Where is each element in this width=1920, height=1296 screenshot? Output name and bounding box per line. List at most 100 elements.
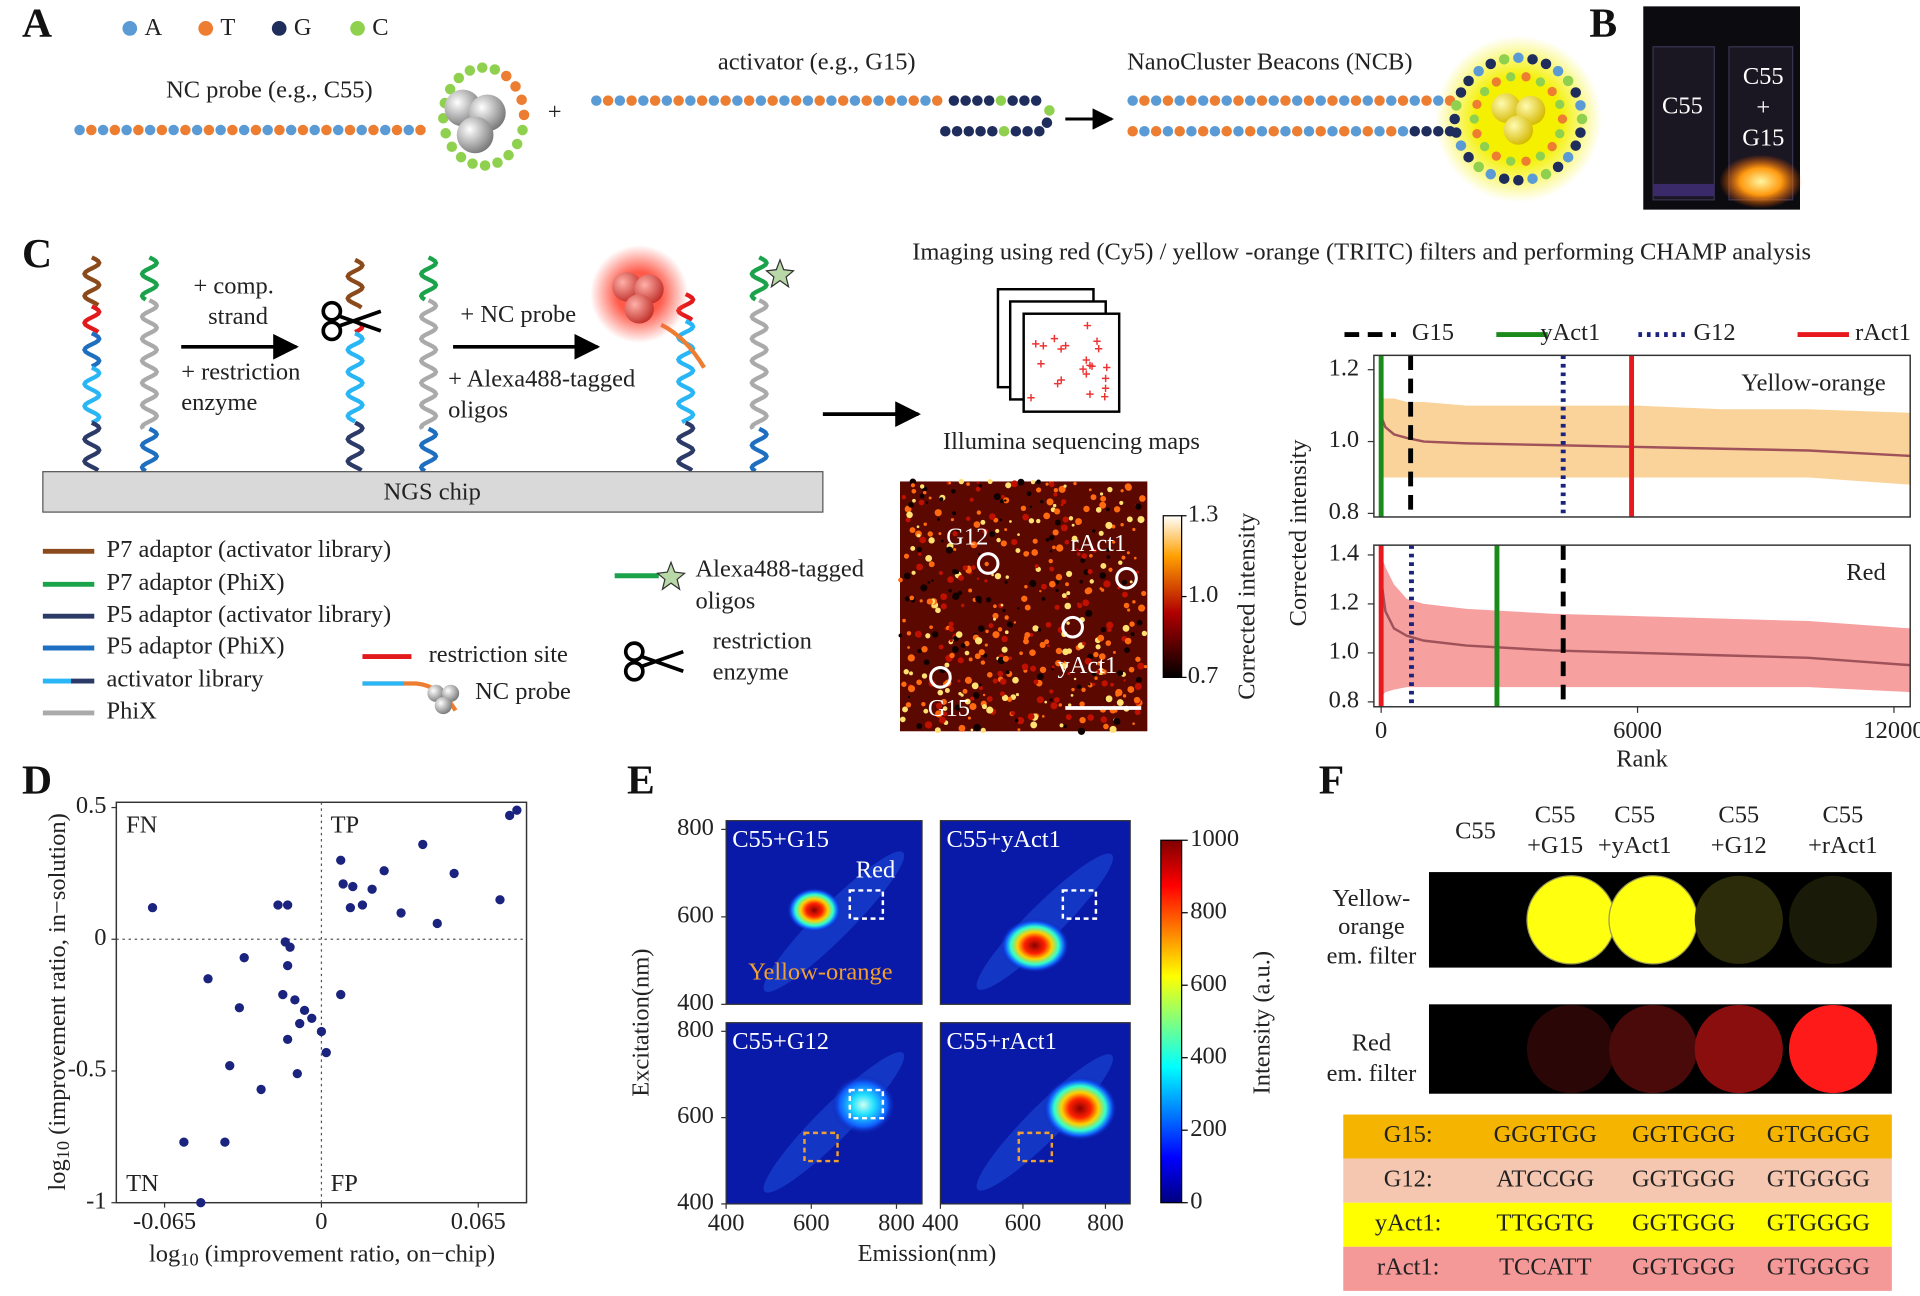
speckle	[969, 702, 977, 711]
speckle	[947, 576, 954, 583]
speckle	[1023, 551, 1029, 557]
filter-window	[848, 1088, 885, 1120]
nucleotide	[97, 124, 109, 136]
cluster-cross	[1103, 363, 1111, 372]
nucleotide	[274, 124, 285, 136]
point	[282, 960, 293, 971]
speckle	[1010, 710, 1016, 716]
speckle	[907, 654, 915, 662]
speckle	[1106, 621, 1114, 629]
speckle	[1107, 486, 1113, 493]
label: C55	[1662, 93, 1703, 120]
speckle	[1059, 723, 1064, 728]
speckle	[1135, 676, 1142, 683]
legend-label: PhiX	[107, 698, 158, 725]
strand	[139, 255, 160, 302]
speckle	[960, 643, 966, 648]
nucleotide	[1535, 77, 1546, 87]
nucleotide	[250, 124, 262, 136]
point	[348, 881, 358, 892]
speckle	[992, 678, 998, 684]
label-part: log	[43, 1159, 70, 1190]
speckle	[1045, 621, 1052, 628]
speckle	[1091, 671, 1097, 676]
speckle	[1123, 679, 1126, 682]
point	[220, 1137, 230, 1147]
intensity-band	[1381, 398, 1911, 485]
base-legend: A	[144, 14, 162, 41]
column-header: +G12	[1711, 832, 1767, 859]
speckle	[1054, 697, 1060, 703]
speckle	[923, 659, 930, 666]
speckle	[1092, 548, 1097, 553]
nucleotide	[1527, 173, 1538, 184]
speckle	[952, 511, 957, 516]
point	[282, 1034, 293, 1045]
speckle	[954, 704, 961, 711]
speckle	[952, 531, 958, 537]
speckle	[966, 516, 971, 521]
nucleotide	[1291, 95, 1303, 106]
speckle	[937, 689, 944, 696]
chip	[42, 471, 824, 513]
speckle	[1051, 665, 1055, 669]
speckle	[1058, 703, 1062, 707]
speckle	[948, 621, 954, 627]
cluster-cross	[1088, 362, 1096, 370]
speckle	[1121, 579, 1128, 586]
speckle	[949, 652, 955, 659]
point	[179, 1137, 189, 1147]
speckle	[1041, 714, 1045, 718]
speckle	[1004, 528, 1008, 532]
row-label: Yellow-	[1333, 885, 1411, 912]
point	[418, 839, 428, 850]
strand	[82, 331, 102, 369]
y-tick-label: 600	[677, 901, 714, 928]
column-header: C55	[1718, 802, 1759, 829]
point	[336, 989, 346, 1000]
speckle	[944, 688, 950, 693]
speckle	[964, 650, 970, 656]
column-header: +yAct1	[1598, 832, 1672, 859]
well	[1788, 1004, 1878, 1094]
speckle	[957, 679, 961, 683]
speckle	[1068, 516, 1074, 521]
star	[656, 560, 686, 591]
speckle	[978, 683, 982, 687]
speckle	[996, 537, 1001, 543]
cluster-cross	[1086, 390, 1094, 398]
speckle	[1037, 628, 1042, 632]
speckle	[1043, 512, 1051, 520]
speckle	[1117, 586, 1121, 590]
nucleotide	[350, 21, 365, 36]
speckle	[1137, 662, 1145, 670]
table-cell: rAct1:	[1377, 1253, 1440, 1280]
speckle	[905, 702, 912, 708]
speckle	[910, 483, 916, 488]
speckle	[1022, 513, 1029, 521]
speckle	[921, 673, 928, 679]
filter-window	[848, 889, 885, 920]
speckle	[1017, 607, 1020, 610]
nucleotide	[74, 124, 85, 136]
nucleotide	[1174, 95, 1185, 106]
label: Illumina sequencing maps	[943, 428, 1200, 455]
speckle	[1054, 508, 1061, 515]
speckle	[1039, 499, 1044, 504]
nucleotide	[1547, 141, 1557, 152]
x-axis-label: Emission(nm)	[858, 1240, 997, 1267]
x-tick-label: 400	[922, 1209, 959, 1236]
nucleotide	[767, 95, 778, 106]
nucleotide	[1506, 156, 1516, 166]
point	[504, 810, 515, 821]
speckle	[1088, 683, 1091, 686]
nucleotide	[1315, 95, 1326, 106]
speckle	[1055, 660, 1062, 667]
speckle	[909, 478, 917, 486]
speckle	[1073, 677, 1077, 681]
speckle	[916, 723, 923, 730]
point	[396, 908, 406, 918]
nucleotide	[963, 126, 975, 137]
speckle	[1050, 702, 1058, 710]
speckle	[1066, 591, 1071, 596]
